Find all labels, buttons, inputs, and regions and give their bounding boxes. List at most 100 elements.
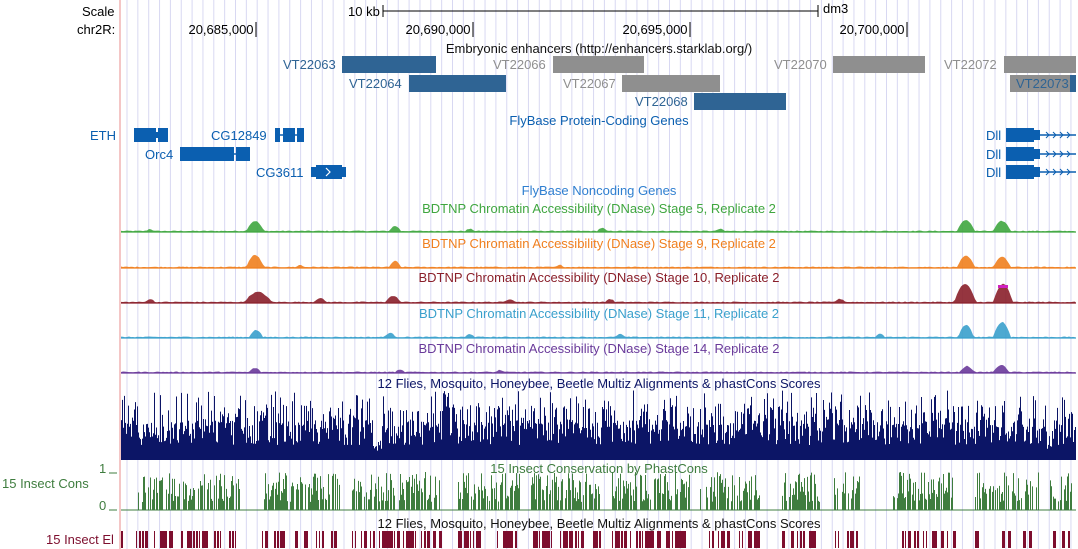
enhancer-label[interactable]: VT22063 xyxy=(283,57,336,72)
dnase-signal xyxy=(121,365,1076,373)
conserved-element xyxy=(473,531,474,548)
conserved-element xyxy=(721,531,724,548)
conserved-element xyxy=(639,531,641,548)
enhancers-track-title[interactable]: Embryonic enhancers (http://enhancers.st… xyxy=(445,41,753,56)
strand-arrow xyxy=(1045,131,1050,139)
conserved-element xyxy=(593,531,596,548)
conserved-element xyxy=(615,531,618,548)
genes-track-title[interactable]: FlyBase Protein-Coding Genes xyxy=(509,113,689,128)
conserved-element xyxy=(935,531,937,548)
enhancer-label[interactable]: VT22073 xyxy=(1016,76,1069,91)
conserved-element xyxy=(458,531,461,548)
conserved-element xyxy=(612,531,613,548)
conserved-element xyxy=(139,531,141,548)
dnase-stage14-title[interactable]: BDTNP Chromatin Accessibility (DNase) St… xyxy=(418,341,780,356)
strand-arrow xyxy=(1066,150,1071,158)
conserved-element xyxy=(142,531,144,548)
gene-exon xyxy=(1006,165,1034,179)
gene-exon xyxy=(1006,128,1034,142)
conserved-element xyxy=(506,531,509,548)
enhancer-label[interactable]: VT22068 xyxy=(635,94,688,109)
conserved-element xyxy=(648,531,651,548)
gene-label[interactable]: Dll xyxy=(986,165,1002,180)
conserved-element xyxy=(464,531,467,548)
conserved-element xyxy=(424,531,426,548)
ruler-tick-label: 20,690,000 xyxy=(405,22,471,37)
conserved-element xyxy=(926,531,927,548)
gene-label[interactable]: Orc4 xyxy=(145,147,174,162)
enhancer-label[interactable]: VT22067 xyxy=(563,76,616,91)
conserved-element xyxy=(563,531,566,548)
gene-label[interactable]: Dll xyxy=(986,147,1002,162)
conserved-element xyxy=(560,531,561,548)
elements-side-label[interactable]: 15 Insect El xyxy=(46,532,114,547)
conserved-element xyxy=(403,531,404,548)
conserved-element xyxy=(421,531,422,548)
gene-label[interactable]: Dll xyxy=(986,128,1002,143)
conserved-element xyxy=(618,531,620,548)
conserved-element xyxy=(1029,531,1032,548)
conserved-element xyxy=(196,531,198,548)
dnase-stage10-title[interactable]: BDTNP Chromatin Accessibility (DNase) St… xyxy=(418,270,780,285)
conserved-element xyxy=(1062,531,1065,548)
conserved-element xyxy=(754,531,757,548)
elements-track-title[interactable]: 12 Flies, Mosquito, Honeybee, Beetle Mul… xyxy=(377,516,821,531)
conserved-element xyxy=(205,531,208,548)
strand-arrow xyxy=(1059,168,1064,176)
conserved-element xyxy=(678,531,681,548)
conserved-element xyxy=(709,531,710,548)
conserved-element xyxy=(295,531,298,548)
dnase-stage9-title[interactable]: BDTNP Chromatin Accessibility (DNase) St… xyxy=(422,236,776,251)
gene-label[interactable]: ETH xyxy=(90,128,116,143)
conserved-element xyxy=(406,531,409,548)
strand-arrow xyxy=(1052,150,1057,158)
conserved-element xyxy=(154,531,155,548)
noncoding-track-title[interactable]: FlyBase Noncoding Genes xyxy=(521,183,677,198)
conserved-element xyxy=(280,531,283,548)
conserved-element xyxy=(412,531,414,548)
conserved-element xyxy=(364,531,367,548)
conserved-element xyxy=(791,531,794,548)
conserved-element xyxy=(415,531,416,548)
conserved-element xyxy=(193,531,195,548)
enhancer-label[interactable]: VT22064 xyxy=(349,76,402,91)
conserved-element xyxy=(397,531,400,548)
conserved-element xyxy=(812,531,815,548)
conserved-element xyxy=(121,531,123,548)
conserved-element xyxy=(355,531,356,548)
conserved-element xyxy=(467,531,469,548)
gene-label[interactable]: CG12849 xyxy=(211,128,267,143)
enhancer-bar xyxy=(553,56,644,73)
conserved-element xyxy=(461,531,462,548)
gene-label[interactable]: CG3611 xyxy=(256,165,304,180)
strand-arrow xyxy=(1066,131,1071,139)
enhancer-label[interactable]: VT22070 xyxy=(774,57,827,72)
conserved-element xyxy=(727,531,730,548)
conserved-element xyxy=(220,531,221,548)
conserved-element xyxy=(322,531,324,548)
conserved-element xyxy=(669,531,670,548)
conserved-element xyxy=(835,531,836,548)
enhancer-label[interactable]: VT22066 xyxy=(493,57,546,72)
phastcons-side-label[interactable]: 15 Insect Cons xyxy=(2,476,89,491)
dnase-clipping-mark xyxy=(998,285,1008,288)
enhancer-bar xyxy=(833,56,925,73)
phastcons-track-title[interactable]: 15 Insect Conservation by PhastCons xyxy=(490,461,708,476)
conserved-element xyxy=(856,531,858,548)
conserved-element xyxy=(277,531,279,548)
conserved-element xyxy=(1002,531,1005,548)
phastcons-axis-min: 0 xyxy=(99,498,107,513)
ruler-tick-label: 20,685,000 xyxy=(188,22,254,37)
conserved-element xyxy=(265,531,268,548)
dnase-stage11-title[interactable]: BDTNP Chromatin Accessibility (DNase) St… xyxy=(418,306,780,321)
multiz-track-title[interactable]: 12 Flies, Mosquito, Honeybee, Beetle Mul… xyxy=(377,376,821,391)
dnase-stage5-title[interactable]: BDTNP Chromatin Accessibility (DNase) St… xyxy=(422,201,776,216)
conserved-element xyxy=(433,531,436,548)
conserved-element xyxy=(548,531,550,548)
enhancer-label[interactable]: VT22072 xyxy=(944,57,997,72)
conserved-element xyxy=(672,531,673,548)
conserved-element xyxy=(596,531,598,548)
conserved-element xyxy=(1008,531,1011,548)
